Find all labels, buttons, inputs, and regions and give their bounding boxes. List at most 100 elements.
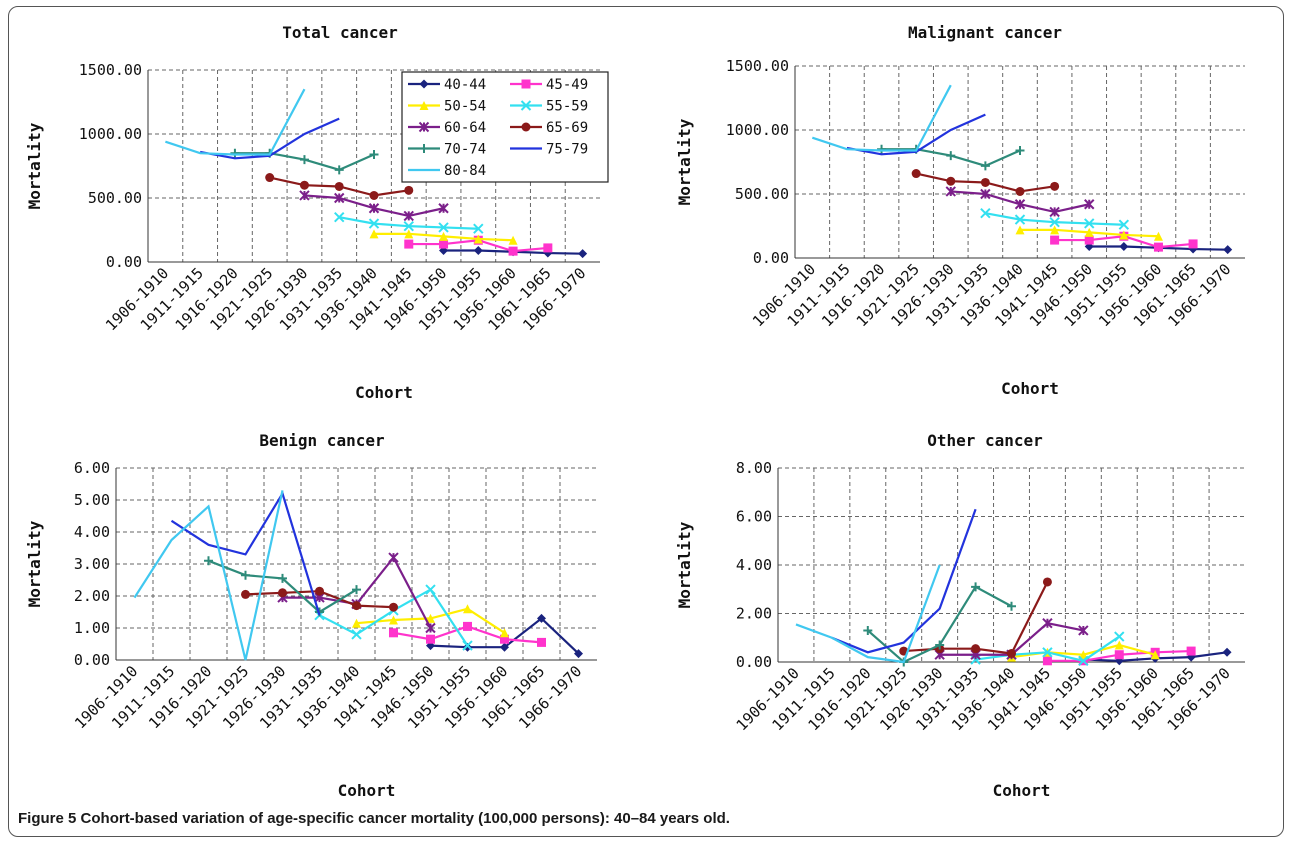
point-55-59 bbox=[438, 222, 449, 233]
point-50-54 bbox=[1050, 225, 1060, 235]
point-60-64 bbox=[945, 186, 956, 197]
point-70-74 bbox=[971, 582, 981, 592]
legend-entry-65-69: 65-69 bbox=[510, 120, 588, 136]
y-tick-label: 0.00 bbox=[106, 253, 142, 271]
series-80-84 bbox=[165, 88, 306, 156]
legend-entry-50-54: 50-54 bbox=[408, 99, 486, 115]
series-60-64 bbox=[945, 186, 1095, 218]
point-40-44 bbox=[463, 642, 472, 652]
point-65-69 bbox=[971, 644, 981, 654]
point-40-44 bbox=[578, 249, 588, 259]
point-70-74 bbox=[980, 161, 990, 171]
point-65-69 bbox=[369, 190, 379, 200]
chart-3: 0.001.002.003.004.005.006.001906-1910191… bbox=[25, 431, 597, 800]
point-45-49 bbox=[463, 621, 472, 631]
point-60-64 bbox=[368, 203, 380, 214]
y-tick-label: 2.00 bbox=[736, 605, 772, 623]
y-tick-label: 1000.00 bbox=[726, 121, 789, 139]
line-75-79 bbox=[170, 490, 321, 616]
point-50-54 bbox=[463, 604, 472, 614]
series-80-84 bbox=[811, 84, 952, 152]
x-axis-label: Cohort bbox=[355, 383, 413, 402]
point-65-69 bbox=[980, 177, 990, 187]
line-80-84 bbox=[165, 88, 306, 156]
series-70-74 bbox=[204, 556, 361, 617]
point-65-69 bbox=[1042, 577, 1052, 587]
point-50-54 bbox=[1114, 640, 1124, 650]
y-tick-label: 1500.00 bbox=[79, 61, 142, 79]
legend-label: 45-49 bbox=[546, 77, 588, 93]
x-axis-label: Cohort bbox=[338, 781, 396, 800]
point-55-59 bbox=[368, 218, 380, 229]
y-axis-label: Mortality bbox=[675, 521, 694, 608]
point-70-74 bbox=[863, 625, 873, 635]
series-50-54 bbox=[1015, 225, 1163, 241]
line-80-84 bbox=[795, 564, 941, 664]
point-50-54 bbox=[439, 231, 449, 241]
point-50-54 bbox=[404, 229, 414, 239]
point-55-59 bbox=[980, 207, 991, 219]
point-70-74 bbox=[230, 148, 240, 158]
point-60-64 bbox=[334, 192, 345, 204]
point-50-54 bbox=[1150, 650, 1160, 660]
point-40-44 bbox=[1223, 245, 1233, 255]
point-65-69 bbox=[1015, 186, 1025, 196]
legend-marker bbox=[521, 122, 531, 132]
chart-4: 0.002.004.006.008.001906-19101911-191519… bbox=[675, 431, 1245, 800]
point-55-59 bbox=[1049, 216, 1060, 228]
chart-2: 0.00500.001000.001500.001906-19101911-19… bbox=[675, 23, 1245, 398]
y-tick-label: 3.00 bbox=[74, 555, 110, 573]
point-45-49 bbox=[543, 243, 553, 253]
legend: 40-44 45-49 50-54 55-59 60-64 65-69 70-74 75-79… bbox=[401, 71, 609, 183]
point-70-74 bbox=[299, 155, 309, 165]
y-tick-label: 5.00 bbox=[74, 491, 110, 509]
point-65-69 bbox=[946, 176, 956, 186]
point-70-74 bbox=[278, 573, 287, 583]
point-50-54 bbox=[1153, 231, 1163, 241]
point-55-59 bbox=[473, 223, 484, 234]
point-50-54 bbox=[1015, 225, 1025, 235]
legend-marker bbox=[418, 121, 430, 133]
y-tick-label: 0.00 bbox=[753, 249, 789, 267]
point-60-64 bbox=[425, 622, 436, 634]
point-55-59 bbox=[334, 211, 345, 223]
point-65-69 bbox=[315, 586, 324, 596]
point-60-64 bbox=[1014, 199, 1026, 210]
line-80-84 bbox=[811, 84, 952, 152]
series-60-64 bbox=[299, 190, 449, 222]
chart-title: Other cancer bbox=[927, 431, 1043, 450]
legend-label: 60-64 bbox=[444, 120, 486, 136]
point-40-44 bbox=[1119, 241, 1129, 251]
legend-marker bbox=[419, 101, 429, 110]
line-75-79 bbox=[831, 508, 977, 654]
legend-marker bbox=[419, 144, 429, 153]
y-tick-label: 1.00 bbox=[74, 619, 110, 637]
point-45-49 bbox=[389, 628, 398, 638]
x-axis-label: Cohort bbox=[993, 781, 1051, 800]
y-tick-label: 4.00 bbox=[736, 556, 772, 574]
series-75-79 bbox=[199, 117, 340, 160]
point-65-69 bbox=[241, 589, 250, 599]
point-70-74 bbox=[1007, 601, 1016, 611]
point-70-74 bbox=[877, 144, 887, 154]
series-80-84 bbox=[133, 490, 284, 661]
y-tick-label: 4.00 bbox=[74, 523, 110, 541]
point-50-54 bbox=[473, 234, 483, 244]
point-55-59 bbox=[1042, 647, 1053, 658]
y-tick-label: 0.00 bbox=[736, 653, 772, 671]
point-50-54 bbox=[1078, 650, 1088, 660]
series-80-84 bbox=[795, 564, 941, 664]
point-55-59 bbox=[1078, 655, 1089, 666]
y-tick-label: 8.00 bbox=[736, 459, 772, 477]
legend-entry-80-84: 80-84 bbox=[408, 163, 486, 179]
point-70-74 bbox=[935, 640, 945, 650]
point-60-64 bbox=[1049, 206, 1060, 218]
point-40-44 bbox=[574, 649, 583, 659]
point-50-54 bbox=[426, 613, 435, 623]
legend-label: 55-59 bbox=[546, 99, 588, 115]
y-tick-label: 6.00 bbox=[736, 508, 772, 526]
point-45-49 bbox=[1188, 239, 1198, 249]
legend-marker bbox=[521, 79, 531, 89]
point-65-69 bbox=[404, 185, 414, 195]
y-tick-label: 1500.00 bbox=[726, 57, 789, 75]
